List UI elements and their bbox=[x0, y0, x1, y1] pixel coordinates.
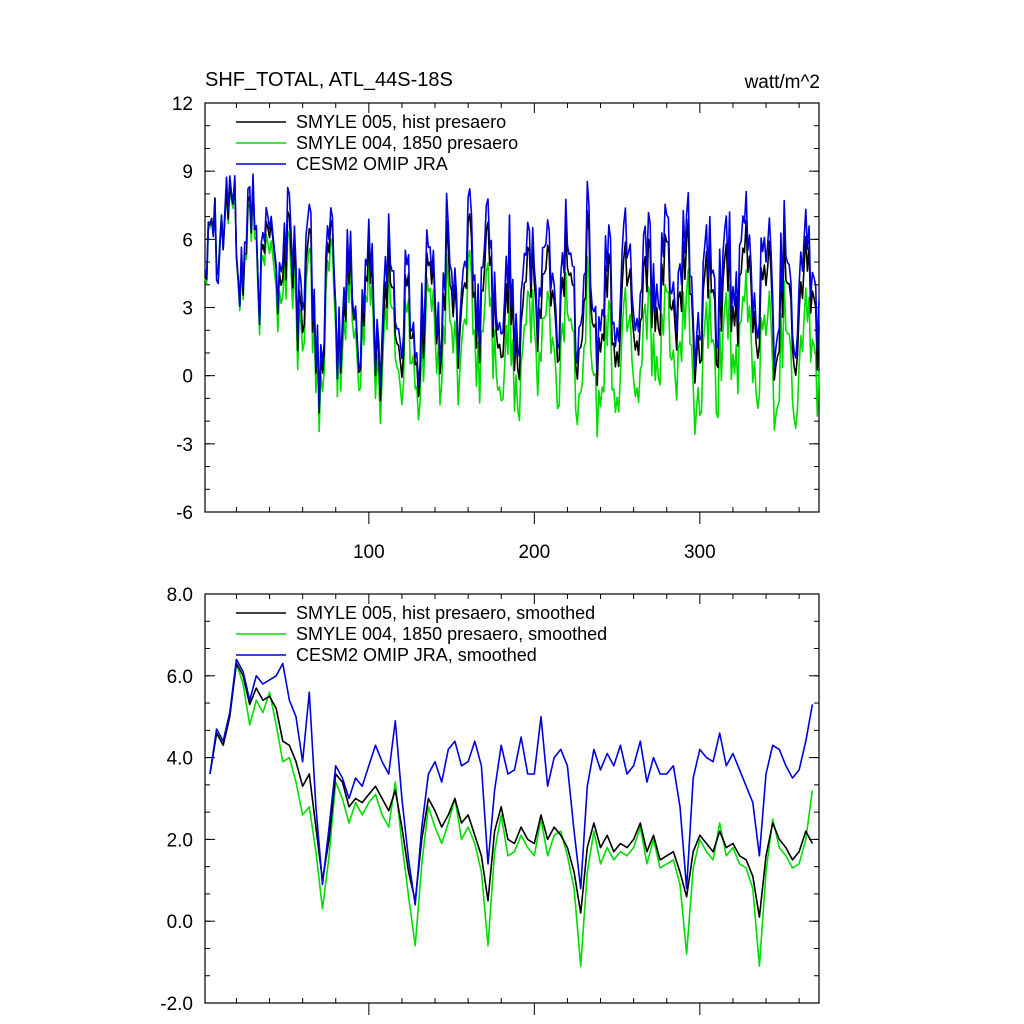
bottom-panel: 8.0 6.0 4.0 2.0 0.0 -2.0 SMYLE 005, hist pres… bbox=[160, 585, 820, 1015]
y-tick-label: 3 bbox=[182, 299, 193, 320]
y-tick-label: -3 bbox=[176, 435, 193, 456]
series-line-smyle004 bbox=[209, 662, 814, 967]
y-tick-label: 4.0 bbox=[167, 749, 193, 770]
legend-label: SMYLE 004, 1850 presaero, smoothed bbox=[296, 624, 607, 644]
series-line-smyle004 bbox=[204, 182, 820, 438]
series-line-smyle005 bbox=[204, 178, 820, 414]
y-tick-label: -6 bbox=[176, 503, 193, 524]
x-tick-label: 300 bbox=[684, 542, 716, 563]
x-tick-label: 100 bbox=[353, 542, 385, 563]
legend-label: CESM2 OMIP JRA bbox=[296, 154, 448, 174]
x-tick-label: 200 bbox=[518, 542, 550, 563]
y-tick-label: 12 bbox=[172, 94, 193, 115]
bottom-panel-plot-frame bbox=[204, 593, 820, 1004]
top-panel-units: watt/m^2 bbox=[744, 72, 820, 93]
y-tick-label: 8.0 bbox=[167, 585, 193, 606]
y-tick-label: 6.0 bbox=[167, 667, 193, 688]
legend-label: SMYLE 005, hist presaero bbox=[296, 112, 506, 132]
legend-label: SMYLE 004, 1850 presaero bbox=[296, 133, 518, 153]
y-tick-label: -2.0 bbox=[160, 994, 193, 1015]
y-tick-label: 2.0 bbox=[167, 830, 193, 851]
top-panel: SHF_TOTAL, ATL_44S-18S watt/m^2 12 9 6 3 0 -3… bbox=[172, 69, 820, 563]
top-panel-title: SHF_TOTAL, ATL_44S-18S bbox=[205, 69, 453, 91]
series-line-omip bbox=[204, 173, 820, 409]
y-tick-label: 0 bbox=[182, 367, 193, 388]
legend-label: CESM2 OMIP JRA, smoothed bbox=[296, 645, 537, 665]
bottom-panel-legend: SMYLE 005, hist presaero, smoothedSMYLE … bbox=[236, 603, 607, 665]
series-line-omip bbox=[209, 658, 814, 906]
series-line-smyle005 bbox=[209, 662, 814, 918]
y-tick-label: 6 bbox=[182, 230, 193, 251]
legend-label: SMYLE 005, hist presaero, smoothed bbox=[296, 603, 595, 623]
top-panel-ticks: 12 9 6 3 0 -3 -6 100 200 300 bbox=[172, 94, 819, 563]
bottom-panel-series bbox=[209, 658, 814, 967]
y-tick-label: 9 bbox=[182, 162, 193, 183]
y-tick-label: 0.0 bbox=[167, 912, 193, 933]
top-panel-series bbox=[204, 173, 820, 438]
